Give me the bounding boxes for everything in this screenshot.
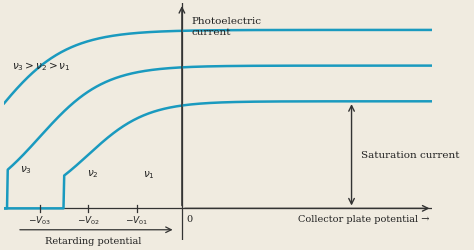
Text: $-V_{03}$: $-V_{03}$	[28, 214, 51, 226]
Text: $\nu_2$: $\nu_2$	[87, 167, 98, 179]
Text: Retarding potential: Retarding potential	[45, 236, 141, 245]
Text: Saturation current: Saturation current	[361, 151, 460, 160]
Text: $\nu_3 > \nu_2 > \nu_1$: $\nu_3 > \nu_2 > \nu_1$	[12, 60, 71, 73]
Text: Photoelectric
current: Photoelectric current	[191, 16, 262, 36]
Text: 0: 0	[187, 214, 193, 223]
Text: Collector plate potential →: Collector plate potential →	[298, 214, 429, 223]
Text: $-V_{01}$: $-V_{01}$	[125, 214, 148, 226]
Text: $\nu_1$: $\nu_1$	[143, 169, 155, 181]
Text: $-V_{02}$: $-V_{02}$	[77, 214, 100, 226]
Text: $\nu_3$: $\nu_3$	[20, 164, 32, 175]
